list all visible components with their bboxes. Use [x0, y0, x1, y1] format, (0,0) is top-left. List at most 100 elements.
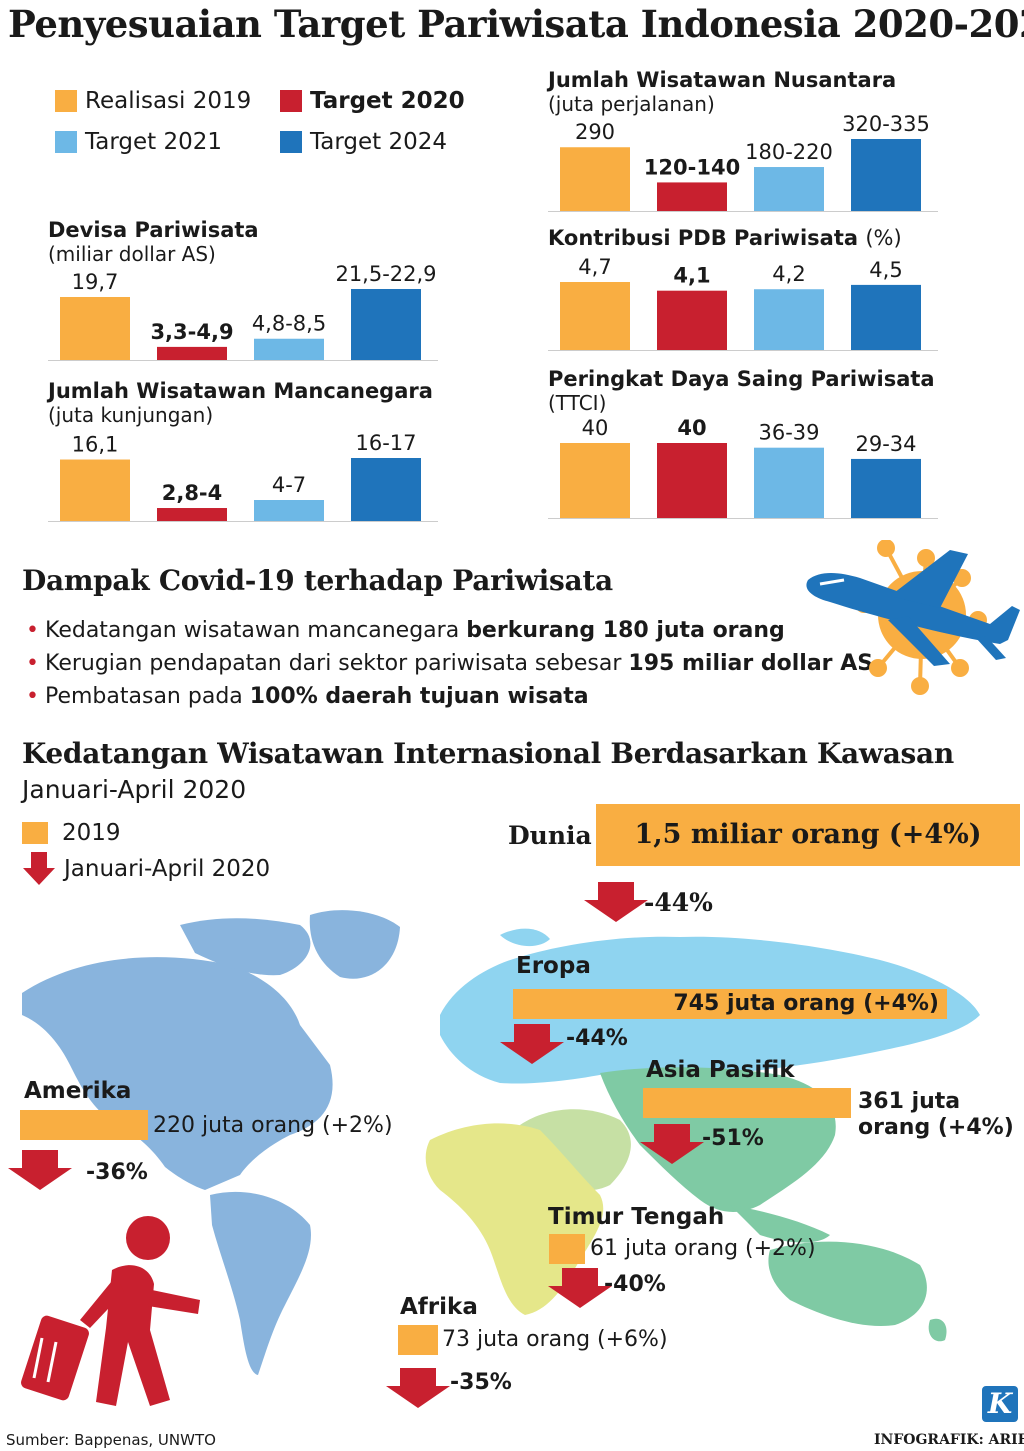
bar-target-2021	[754, 167, 824, 211]
chart-unit: (miliar dollar AS)	[48, 242, 216, 266]
chart-plot: 40 40 36-39 29-34	[548, 416, 938, 519]
bar-realisasi-2019	[560, 282, 630, 350]
covid-bullet: • Kedatangan wisatawan mancanegara berkur…	[26, 618, 785, 643]
chart-unit: (%)	[865, 226, 902, 250]
bar-value-label: 320-335	[842, 112, 930, 136]
chart-unit: (TTCI)	[548, 391, 607, 415]
legend-label: Realisasi 2019	[85, 88, 252, 114]
bullet-bold: berkurang 180 juta orang	[466, 618, 785, 643]
legend-label: Target 2024	[310, 129, 448, 155]
legend-label: Januari-April 2020	[64, 856, 271, 882]
legend-swatch-2024	[280, 131, 302, 153]
legend-label: Target 2021	[85, 129, 223, 155]
bar-target-2021	[254, 338, 324, 360]
legend-target-2020: Target 2020	[280, 88, 465, 114]
bullet-text: Kerugian pendapatan dari sektor pariwisa…	[44, 651, 629, 676]
bar-value-label: 4,1	[673, 264, 710, 288]
bar-value-label: 16-17	[355, 431, 416, 455]
chart-title: Kontribusi PDB Pariwisata (%)	[548, 226, 902, 250]
bar-realisasi-2019	[560, 147, 630, 211]
bar-value-label: 16,1	[72, 433, 119, 457]
bar-value-label: 4,2	[772, 262, 805, 286]
world-map	[22, 910, 980, 1375]
region-label-dunia: Dunia	[508, 821, 592, 850]
bar-value-label: 4,8-8,5	[252, 312, 326, 336]
bar-value-label: 21,5-22,9	[335, 262, 436, 286]
bar-value-label: 3,3-4,9	[150, 320, 233, 344]
bar-value-label: 2,8-4	[162, 481, 223, 505]
bullet-dot: •	[26, 651, 39, 676]
bar-target-2024	[351, 458, 421, 521]
chart-title-text: Kontribusi PDB Pariwisata	[548, 226, 859, 250]
legend-jan-apr-2020: Januari-April 2020	[22, 852, 270, 886]
chart-plot: 19,7 3,3-4,9 4,8-8,5 21,5-22,9	[48, 262, 438, 361]
region-label-afrika: Afrika	[400, 1294, 478, 1320]
bar-value-label: 29-34	[855, 432, 916, 456]
bar-realisasi-2019	[60, 459, 130, 521]
bullet-dot: •	[26, 684, 39, 709]
bar-value-label: 40	[582, 416, 609, 440]
legend-swatch-2020	[280, 90, 302, 112]
traveler-icon	[21, 1216, 200, 1406]
chart-title: Jumlah Wisatawan Nusantara	[548, 68, 897, 92]
region-title: Kedatangan Wisatawan Internasional Berda…	[22, 737, 954, 770]
map-middle-east	[520, 1109, 631, 1191]
bar-target-2020	[657, 443, 727, 518]
chart-title: Devisa Pariwisata	[48, 218, 259, 242]
bar-value-label: 19,7	[72, 270, 119, 294]
bar-target-2021	[754, 289, 824, 350]
bar-value-label: 290	[575, 120, 615, 144]
airplane-virus-icon	[806, 540, 1020, 695]
bar-target-2020	[157, 346, 227, 360]
bar-realisasi-2019	[60, 296, 130, 360]
covid-title: Dampak Covid-19 terhadap Pariwisata	[22, 564, 613, 597]
bar-target-2024	[851, 458, 921, 518]
legend-label: 2019	[62, 820, 121, 846]
legend-swatch-2019	[55, 90, 77, 112]
chart-plot: 4,7 4,1 4,2 4,5	[548, 255, 938, 351]
legend-target-2024: Target 2024	[280, 129, 447, 155]
bar-target-2020	[157, 508, 227, 521]
covid-bullet: • Kerugian pendapatan dari sektor pariwis…	[26, 651, 873, 676]
down-arrow-icon	[23, 852, 55, 885]
bar-target-2021	[754, 447, 824, 518]
bar-target-2024	[351, 289, 421, 360]
bar-target-2020	[657, 290, 727, 350]
chart-wisman: Jumlah Wisatawan Mancanegara (juta kunju…	[48, 379, 448, 524]
legend-2019: 2019	[22, 820, 121, 846]
region-label-asia-pasifik: Asia Pasifik	[646, 1057, 795, 1083]
region-label-eropa: Eropa	[516, 953, 591, 979]
map-americas	[22, 910, 400, 1375]
bar-value-label: 120-140	[644, 155, 740, 179]
main-title: Penyesuaian Target Pariwisata Indonesia …	[8, 2, 1024, 46]
legend-swatch-2021	[55, 131, 77, 153]
bar-value-label: 4,5	[869, 258, 902, 282]
region-value-label: 1,5 miliar orang (+4%)	[634, 819, 982, 850]
bar-value-label: 4-7	[272, 473, 306, 497]
source-note: Sumber: Bappenas, UNWTO	[6, 1431, 216, 1449]
bar-target-2020	[657, 182, 727, 211]
bullet-bold: 100% daerah tujuan wisata	[249, 684, 589, 709]
chart-wisnus: Jumlah Wisatawan Nusantara (juta perjala…	[548, 68, 948, 214]
bar-value-label: 36-39	[758, 421, 819, 445]
region-label-timur-tengah: Timur Tengah	[548, 1204, 725, 1230]
chart-plot: 16,1 2,8-4 4-7 16-17	[48, 431, 438, 522]
region-subtitle: Januari-April 2020	[22, 775, 247, 804]
bar-realisasi-2019	[560, 443, 630, 518]
bar-value-label: 180-220	[745, 140, 833, 164]
chart-title: Jumlah Wisatawan Mancanegara	[48, 379, 433, 403]
region-label-amerika: Amerika	[24, 1078, 132, 1104]
bullet-dot: •	[26, 618, 39, 643]
chart-devisa: Devisa Pariwisata (miliar dollar AS) 19,…	[48, 218, 448, 363]
chart-pdb: Kontribusi PDB Pariwisata (%) 4,7 4,1 4,2 4…	[548, 226, 948, 354]
bar-value-label: 4,7	[578, 255, 611, 279]
bar-target-2024	[851, 284, 921, 350]
legend-target-2021: Target 2021	[55, 129, 222, 155]
legend-label: Target 2020	[310, 88, 465, 114]
chart-ttci: Peringkat Daya Saing Pariwisata (TTCI) 4…	[548, 367, 948, 521]
region-bar-dunia	[596, 804, 1020, 866]
covid-bullet: • Pembatasan pada 100% daerah tujuan wisa…	[26, 684, 589, 709]
kompas-logo: K	[982, 1386, 1018, 1422]
map-africa	[425, 1123, 604, 1315]
